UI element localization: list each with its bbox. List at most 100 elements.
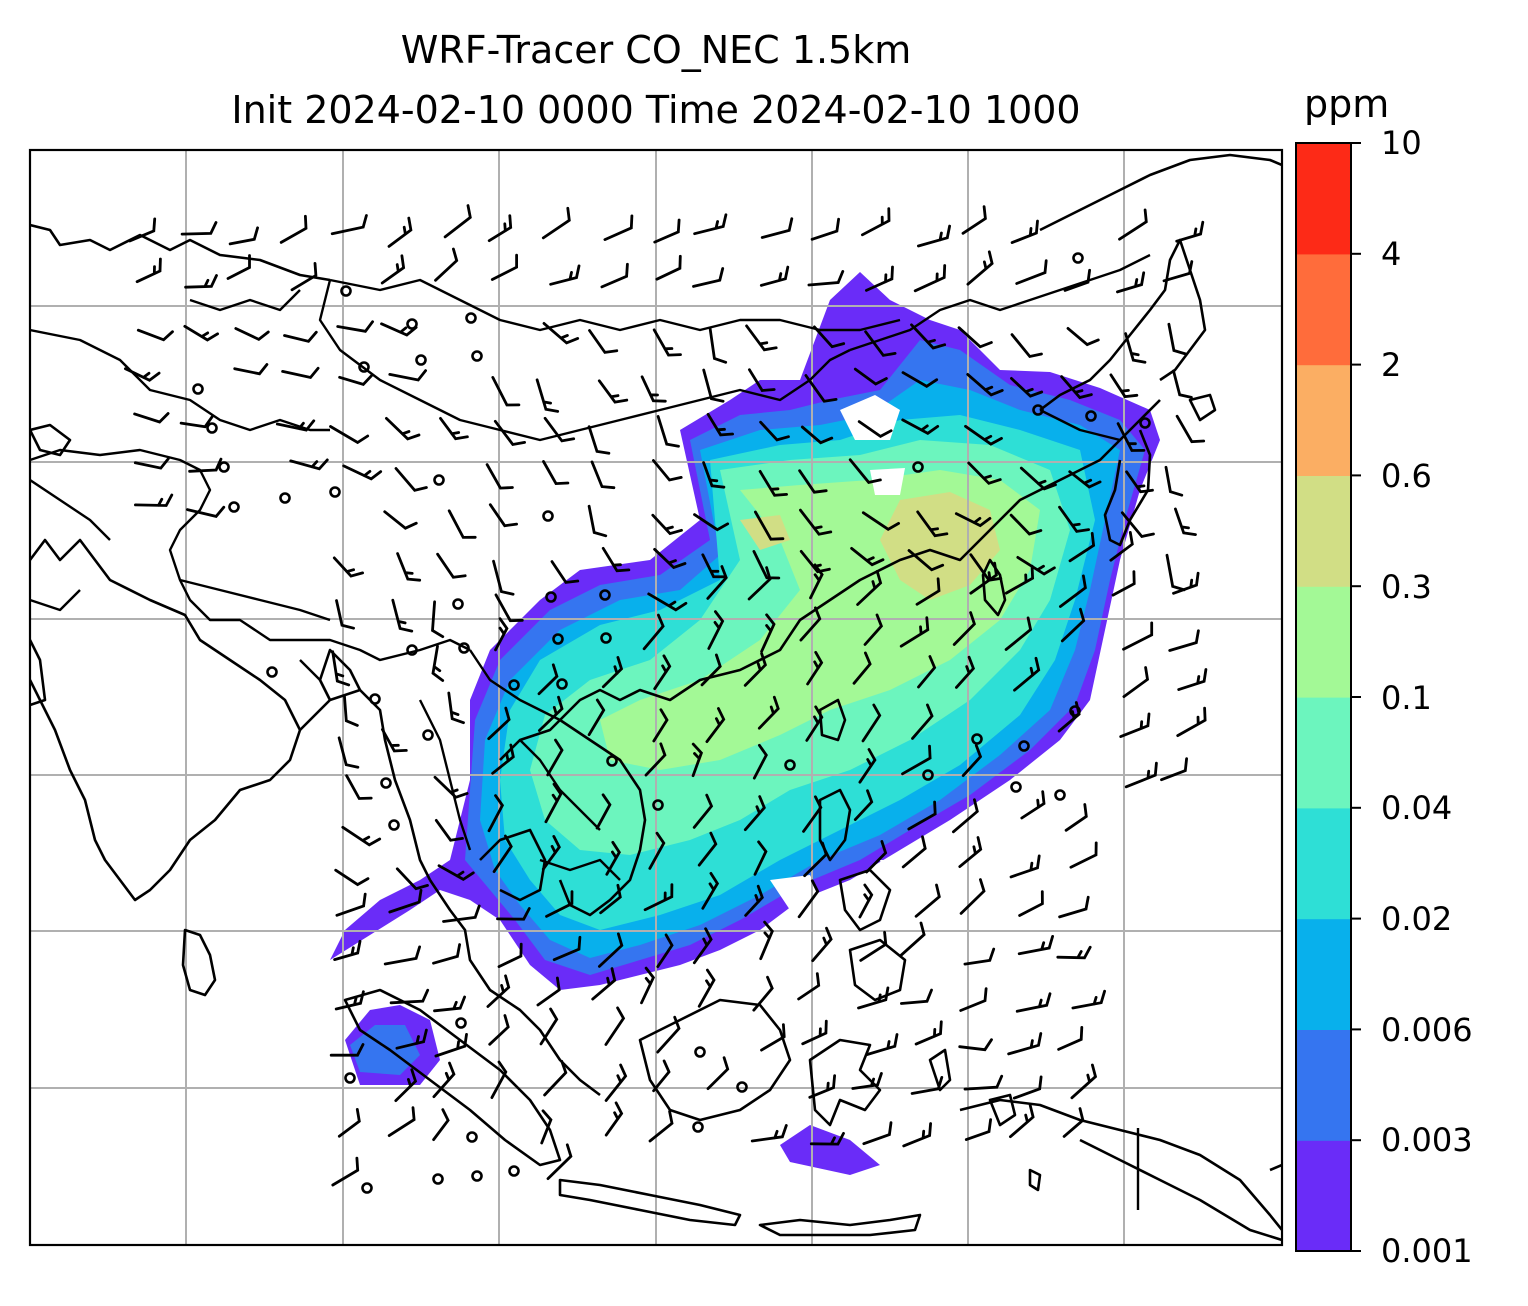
- coastline-gulf-thailand: [479, 828, 547, 902]
- wind-barb: [434, 247, 459, 282]
- coastline-lesser-sunda: [758, 1213, 922, 1237]
- wind-barb: [332, 556, 364, 578]
- wind-barb: [331, 650, 351, 687]
- wind-barb: [604, 1063, 628, 1102]
- wind-barb: [800, 425, 834, 445]
- wind-barb: [857, 986, 890, 1010]
- wind-barb: [433, 995, 466, 1013]
- wind-barb: [536, 976, 561, 1007]
- wind-barb: [388, 369, 427, 382]
- wind-barb: [799, 508, 833, 536]
- wind-barb: [1062, 1107, 1085, 1138]
- wind-barb: [541, 206, 571, 240]
- wind-barb: [651, 513, 683, 536]
- wind-barb: [1119, 712, 1151, 738]
- wind-barb: [652, 1059, 671, 1093]
- wind-barb: [591, 967, 617, 1001]
- wind-barb: [538, 695, 564, 732]
- wind-barb: [702, 461, 726, 489]
- wind-barb: [183, 324, 219, 342]
- wind-barb: [760, 1023, 786, 1052]
- wind-barb: [805, 705, 824, 742]
- wind-barb: [853, 367, 888, 386]
- wind-barb: [759, 920, 774, 961]
- wind-barb: [969, 561, 998, 595]
- wind-barb: [546, 1143, 573, 1180]
- calm-wind-circle: [1032, 404, 1044, 416]
- wind-barb: [692, 793, 714, 829]
- wind-barb: [692, 267, 725, 288]
- wind-barb: [752, 550, 781, 580]
- wind-barb: [706, 412, 734, 437]
- calm-wind-circle: [344, 1072, 356, 1084]
- calm-wind-circle: [508, 679, 520, 691]
- wind-barb: [487, 214, 513, 243]
- wind-barb: [487, 706, 511, 741]
- colorbar-unit-label: ppm: [1304, 82, 1390, 126]
- calm-wind-circle: [358, 361, 370, 373]
- wind-barb: [692, 927, 713, 965]
- wind-barb: [1109, 531, 1134, 562]
- wind-barb: [759, 420, 790, 442]
- wind-barb: [281, 366, 320, 380]
- co-concentration-field: [330, 272, 1160, 1175]
- wind-barb: [335, 599, 355, 630]
- wind-barb: [760, 217, 794, 239]
- wind-barb: [124, 367, 161, 382]
- wind-barb: [697, 831, 718, 867]
- wind-barb: [490, 1060, 508, 1099]
- calm-wind-circle: [1139, 417, 1151, 429]
- wind-barb: [961, 744, 983, 777]
- map-title: WRF-Tracer CO_NEC 1.5km: [400, 28, 912, 72]
- calm-wind-circle: [422, 729, 434, 741]
- wind-barb: [856, 570, 883, 606]
- wind-barb: [437, 864, 475, 882]
- wind-barb: [961, 205, 987, 235]
- colorbar-segment: [1296, 697, 1351, 809]
- wind-barb: [388, 888, 423, 914]
- wind-barb: [598, 932, 624, 968]
- wind-barb: [133, 412, 170, 424]
- wind-barb: [848, 458, 882, 484]
- wind-barb: [604, 1006, 626, 1046]
- wind-barb: [852, 651, 872, 685]
- wind-barb: [959, 878, 986, 915]
- wind-barb: [653, 218, 681, 244]
- wind-barb: [859, 930, 888, 962]
- wind-barb: [179, 415, 214, 429]
- wind-barb: [543, 1059, 568, 1097]
- wind-barb: [180, 221, 218, 236]
- calm-wind-circle: [458, 642, 470, 654]
- wind-barb: [550, 560, 580, 584]
- calm-wind-circle: [1018, 740, 1030, 752]
- wind-barb: [808, 1074, 836, 1099]
- coastline-hainan: [818, 698, 847, 742]
- calm-wind-circle: [912, 461, 924, 473]
- wind-barb: [345, 774, 373, 800]
- wind-barb: [545, 890, 574, 918]
- wind-barb: [957, 326, 993, 349]
- wind-barb: [442, 904, 481, 923]
- coastline-russia-east: [1039, 153, 1282, 232]
- wind-barb: [959, 987, 988, 1012]
- wind-barb: [289, 458, 329, 471]
- wind-barb: [811, 926, 833, 963]
- wind-barb: [1165, 553, 1186, 592]
- wind-barb: [797, 879, 820, 919]
- wind-barb: [861, 703, 882, 743]
- coastline-philippines-mindanao: [848, 938, 907, 1002]
- wind-barb: [813, 325, 846, 349]
- wind-barb: [967, 461, 1002, 485]
- calm-wind-circle: [652, 799, 664, 811]
- wind-barb: [858, 883, 874, 919]
- wind-barb: [697, 968, 716, 1008]
- wind-barb: [862, 1121, 893, 1146]
- wind-barb: [491, 376, 521, 407]
- colorbar-segment: [1296, 1140, 1351, 1252]
- calm-wind-circle: [415, 354, 427, 366]
- coastline-taiwan: [981, 558, 1007, 617]
- calm-wind-circle: [452, 598, 464, 610]
- wind-barb: [439, 417, 469, 441]
- wind-barb: [700, 653, 722, 687]
- wind-barb: [803, 841, 828, 878]
